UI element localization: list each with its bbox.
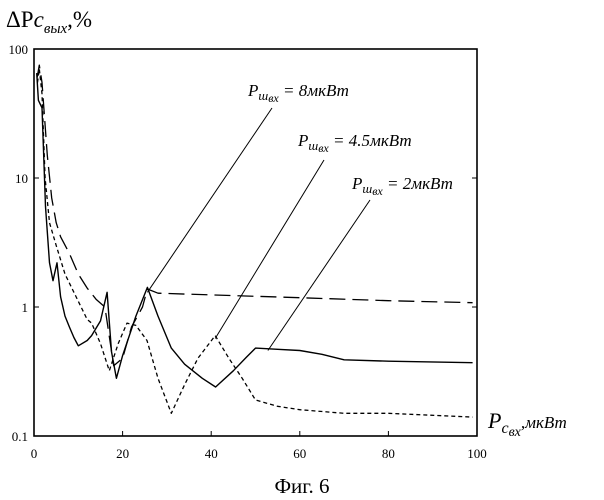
y-axis-label: ΔPсвых,% bbox=[6, 7, 92, 37]
plot-frame bbox=[34, 49, 477, 436]
series-line-p8 bbox=[37, 65, 473, 366]
figure-caption: Фиг. 6 bbox=[274, 474, 329, 498]
annotation-label-p8: Pшвх = 8мкВт bbox=[247, 81, 349, 105]
x-tick-label: 0 bbox=[31, 446, 38, 461]
y-tick-label: 10 bbox=[15, 171, 28, 186]
series-line-p45 bbox=[38, 69, 473, 417]
annotation-leader-p45 bbox=[215, 160, 324, 338]
x-axis-label: Pсвх,мкВт bbox=[487, 408, 567, 440]
x-tick-label: 100 bbox=[467, 446, 487, 461]
x-tick-label: 20 bbox=[116, 446, 129, 461]
annotation-label-p2: Pшвх = 2мкВт bbox=[351, 174, 453, 198]
y-tick-label: 100 bbox=[9, 42, 29, 57]
y-tick-label: 1 bbox=[22, 300, 29, 315]
series-line-p2 bbox=[37, 73, 473, 387]
annotation-label-p45: Pшвх = 4.5мкВт bbox=[297, 131, 412, 155]
annotation-leader-p8 bbox=[147, 108, 272, 292]
x-tick-label: 80 bbox=[382, 446, 395, 461]
annotation-leader-p2 bbox=[268, 200, 370, 351]
axis-ticks: 0 20 40 60 80 100 0.1 1 10 100 bbox=[9, 42, 487, 461]
y-tick-label: 0.1 bbox=[12, 429, 28, 444]
x-tick-label: 60 bbox=[293, 446, 306, 461]
series-layer bbox=[37, 65, 473, 417]
annotation-layer: Pшвх = 8мкВт Pшвх = 4.5мкВт Pшвх = 2мкВт bbox=[147, 81, 453, 351]
x-tick-label: 40 bbox=[205, 446, 218, 461]
